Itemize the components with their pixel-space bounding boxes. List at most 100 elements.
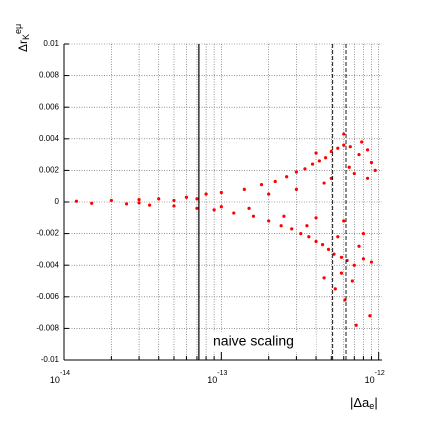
point [314,151,318,155]
point [342,132,346,136]
point [332,252,336,256]
point [329,176,333,180]
point [361,232,366,236]
point [285,175,289,179]
y-tick-label: 0.004 [39,134,60,143]
point [368,314,372,318]
point [305,224,309,228]
y-tick-label: -0.006 [36,292,59,301]
point [259,183,264,187]
point [303,167,307,171]
point [317,159,321,163]
point [310,162,315,166]
y-tick-label: 0.002 [39,166,60,175]
point [369,260,374,264]
point [251,214,256,218]
point [352,263,356,267]
point [326,247,331,251]
annotation-bg [210,332,316,352]
x-tick-exponent: -12 [375,370,385,377]
x-axis-label: |Δae| [350,395,378,411]
point [339,255,344,259]
point [324,156,328,160]
point [357,153,361,157]
point [361,257,366,261]
point [137,201,141,205]
point [219,205,223,209]
annotation: naive scaling [213,333,294,349]
point [267,192,271,196]
x-tick-label: 10-14 [50,370,70,386]
point [347,165,351,169]
y-tick-label: 0 [55,197,60,206]
y-label-sup: eμ [13,24,23,34]
point [204,192,208,196]
point [336,235,340,239]
point [195,197,199,201]
point [307,235,311,239]
point [294,187,299,191]
point [212,208,216,212]
x-tick-base: 10 [365,375,375,385]
y-tick-label: -0.008 [36,324,59,333]
point [267,219,271,223]
point [109,198,113,203]
x-label-text: |Δa [350,395,370,410]
y-tick-label: -0.01 [41,355,60,364]
point [232,211,236,215]
point [125,202,129,206]
x-tick-label: 10-13 [207,370,227,386]
y-tick-label: 0.008 [39,71,60,80]
point [320,243,325,247]
point [339,271,344,275]
point [322,181,326,185]
point [314,239,318,244]
point [342,219,346,223]
point [352,171,356,176]
point [354,323,358,327]
x-label-suffix: | [374,395,377,410]
point [299,232,303,236]
x-tick-exponent: -13 [217,370,227,377]
point [74,199,79,203]
point [242,187,246,191]
x-label-sub: e [369,401,374,411]
point [290,227,294,231]
point [365,148,370,152]
y-axis-label: ΔrKeμ [13,24,31,52]
point [342,143,346,147]
point [273,179,277,184]
point [90,201,94,205]
point [373,168,377,172]
point [365,176,370,180]
point [279,224,283,228]
point [172,198,176,203]
y-label-sub: K [21,34,31,40]
point [350,279,354,283]
point [336,146,340,150]
point [172,204,176,208]
point [247,206,251,210]
x-tick-base: 10 [207,375,217,385]
point [322,276,326,280]
point [184,195,189,199]
point [360,140,364,144]
point [314,216,318,220]
y-tick-label: 0.006 [39,102,60,111]
point [219,190,223,195]
point [195,206,199,210]
point [369,160,374,165]
x-tick-label: 10-12 [365,370,385,386]
y-tick-label: -0.004 [36,260,59,269]
point [329,149,333,154]
x-tick-base: 10 [50,375,60,385]
y-label-text: Δr [16,40,30,52]
y-tick-label: -0.002 [36,229,59,238]
y-tick-label: 0.01 [43,39,59,48]
point [294,170,299,174]
point [157,197,161,201]
point [147,203,152,207]
point [282,214,286,218]
point [348,145,352,149]
